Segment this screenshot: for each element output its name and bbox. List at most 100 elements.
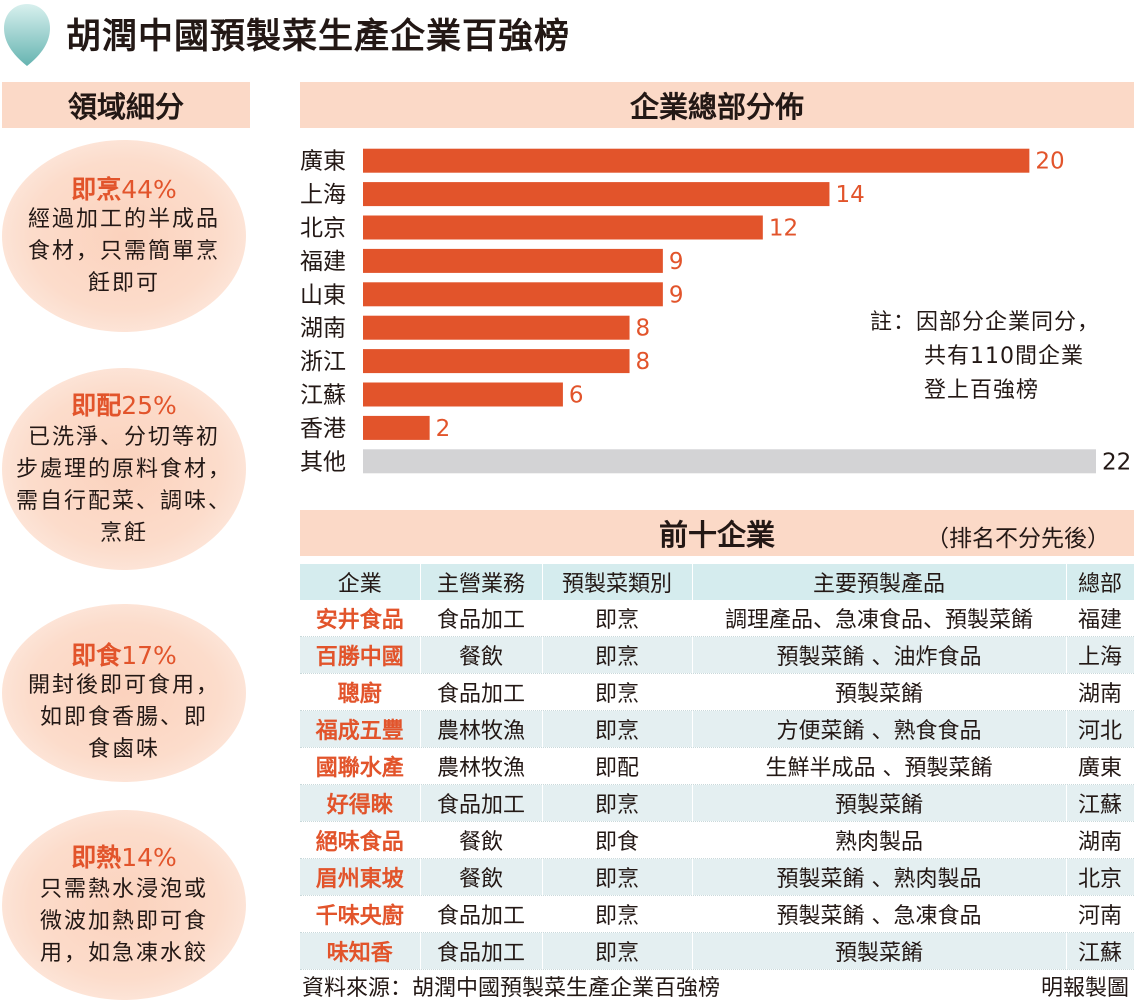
cell-category: 即烹 [542,710,693,748]
cell-products: 預製菜餚 、急凍食品 [692,895,1067,933]
bar [363,449,1096,474]
cell-hq: 廣東 [1066,747,1135,785]
segment-name: 即熱 [71,843,122,872]
bar-category-label: 其他 [300,449,346,475]
segment-percent: 25% [121,391,177,420]
segment-title: 即配25% [2,386,246,422]
cell-business: 食品加工 [420,784,543,822]
segment-card: 即熱14% 只需熱水浸泡或 微波加熱即可食 用，如急凍水餃 [2,810,246,1000]
segment-description: 經過加工的半成品 食材，只需簡單烹 飪即可 [27,207,220,296]
cell-category: 即烹 [542,784,693,822]
cell-products: 熟肉製品 [692,821,1067,859]
bar [363,382,563,407]
table-row: 絕味食品 餐飲 即食 熟肉製品 湖南 [300,821,1135,859]
bar-value-label: 20 [1035,149,1064,175]
bar-category-label: 福建 [300,249,346,275]
bar-category-label: 廣東 [300,149,346,175]
bar-category-label: 上海 [300,182,346,208]
cell-category: 即烹 [542,600,693,637]
bar [363,282,663,307]
top10-heading: 前十企業 （排名不分先後） [300,510,1134,556]
cell-hq: 河北 [1066,710,1135,748]
table-row: 聰廚 食品加工 即烹 預製菜餚 湖南 [300,673,1135,711]
bar [363,215,763,240]
cell-products: 預製菜餚 、油炸食品 [692,636,1067,674]
bar [363,415,430,440]
cell-products: 預製菜餚 [692,932,1067,970]
cell-hq: 湖南 [1066,673,1135,711]
cell-category: 即烹 [542,673,693,711]
cell-products: 預製菜餚 [692,784,1067,822]
bar [363,182,830,207]
segment-title: 即烹44% [2,170,246,206]
table-header-row: 企業 主營業務 預製菜類別 主要預製產品 總部 [300,564,1135,600]
source-note: 資料來源：胡潤中國預製菜生產企業百強榜 [302,976,721,1001]
column-header: 企業 [300,564,421,600]
cell-business: 餐飲 [420,821,543,859]
bar-category-label: 香港 [300,416,346,442]
cell-products: 調理產品、急凍食品、預製菜餚 [692,600,1067,637]
table-row: 味知香 食品加工 即烹 預製菜餚 江蘇 [300,932,1135,970]
cell-hq: 湖南 [1066,821,1135,859]
bar [363,248,663,273]
cell-products: 方便菜餚 、熟食食品 [692,710,1067,748]
cell-category: 即食 [542,821,693,859]
cell-products: 預製菜餚 [692,673,1067,711]
top10-table: 企業 主營業務 預製菜類別 主要預製產品 總部 安井食品 食品加工 即烹 調理產品、急… [300,564,1135,970]
segment-percent: 17% [121,641,177,670]
bar-category-label: 浙江 [300,349,346,375]
cell-business: 農林牧漁 [420,710,543,748]
teardrop-icon [4,4,50,66]
segment-name: 即食 [71,641,122,670]
cell-business: 餐飲 [420,636,543,674]
cell-business: 食品加工 [420,673,543,711]
cell-hq: 江蘇 [1066,932,1135,970]
bar-category-label: 江蘇 [300,383,346,409]
top10-note: （排名不分先後） [926,526,1110,552]
bar-category-label: 湖南 [300,316,346,342]
bar-value-label: 22 [1102,449,1131,475]
cell-category: 即烹 [542,636,693,674]
segment-card: 即配25% 已洗淨、分切等初 步處理的原料食材， 需自行配菜、調味、 烹飪 [2,368,246,570]
bar-value-label: 8 [636,349,651,375]
table-row: 安井食品 食品加工 即烹 調理產品、急凍食品、預製菜餚 福建 [300,600,1135,637]
bar-value-label: 12 [769,216,798,242]
cell-hq: 上海 [1066,636,1135,674]
cell-hq: 北京 [1066,858,1135,896]
table-row: 國聯水產 農林牧漁 即配 生鮮半成品 、預製菜餚 廣東 [300,747,1135,785]
segment-card: 即食17% 開封後即可食用， 如即食香腸、即 食鹵味 [2,604,246,782]
cell-company: 眉州東坡 [300,858,421,896]
segment-description: 只需熱水浸泡或 微波加熱即可食 用，如急凍水餃 [39,877,208,966]
cell-hq: 江蘇 [1066,784,1135,822]
cell-company: 國聯水產 [300,747,421,785]
bar-value-label: 9 [669,282,684,308]
hq-bar-chart: 廣東 20 上海 14 北京 12 福建 9 山東 9 湖南 8 浙江 8 江蘇 6 香港 2 其他 22 [300,148,1131,475]
segment-percent: 44% [121,175,177,204]
bar-value-label: 2 [436,416,451,442]
table-row: 千味央廚 食品加工 即烹 預製菜餚 、急凍食品 河南 [300,895,1135,933]
bar-value-label: 9 [669,249,684,275]
table-row: 福成五豐 農林牧漁 即烹 方便菜餚 、熟食食品 河北 [300,710,1135,748]
segment-percent: 14% [121,843,177,872]
cell-company: 聰廚 [300,673,421,711]
column-header: 預製菜類別 [542,564,693,600]
cell-products: 預製菜餚 、熟肉製品 [692,858,1067,896]
table-row: 好得睞 食品加工 即烹 預製菜餚 江蘇 [300,784,1135,822]
bar-category-label: 山東 [300,282,346,308]
cell-business: 食品加工 [420,600,543,637]
cell-category: 即烹 [542,932,693,970]
cell-company: 絕味食品 [300,821,421,859]
cell-company: 味知香 [300,932,421,970]
cell-category: 即烹 [542,895,693,933]
bar-value-label: 6 [569,383,584,409]
cell-products: 生鮮半成品 、預製菜餚 [692,747,1067,785]
cell-category: 即烹 [542,858,693,896]
segment-title: 即食17% [2,636,246,672]
credit: 明報製圖 [1040,976,1129,1001]
cell-company: 安井食品 [300,600,421,637]
bar [363,148,1030,173]
cell-business: 農林牧漁 [420,747,543,785]
cell-business: 食品加工 [420,895,543,933]
cell-company: 千味央廚 [300,895,421,933]
cell-business: 食品加工 [420,932,543,970]
